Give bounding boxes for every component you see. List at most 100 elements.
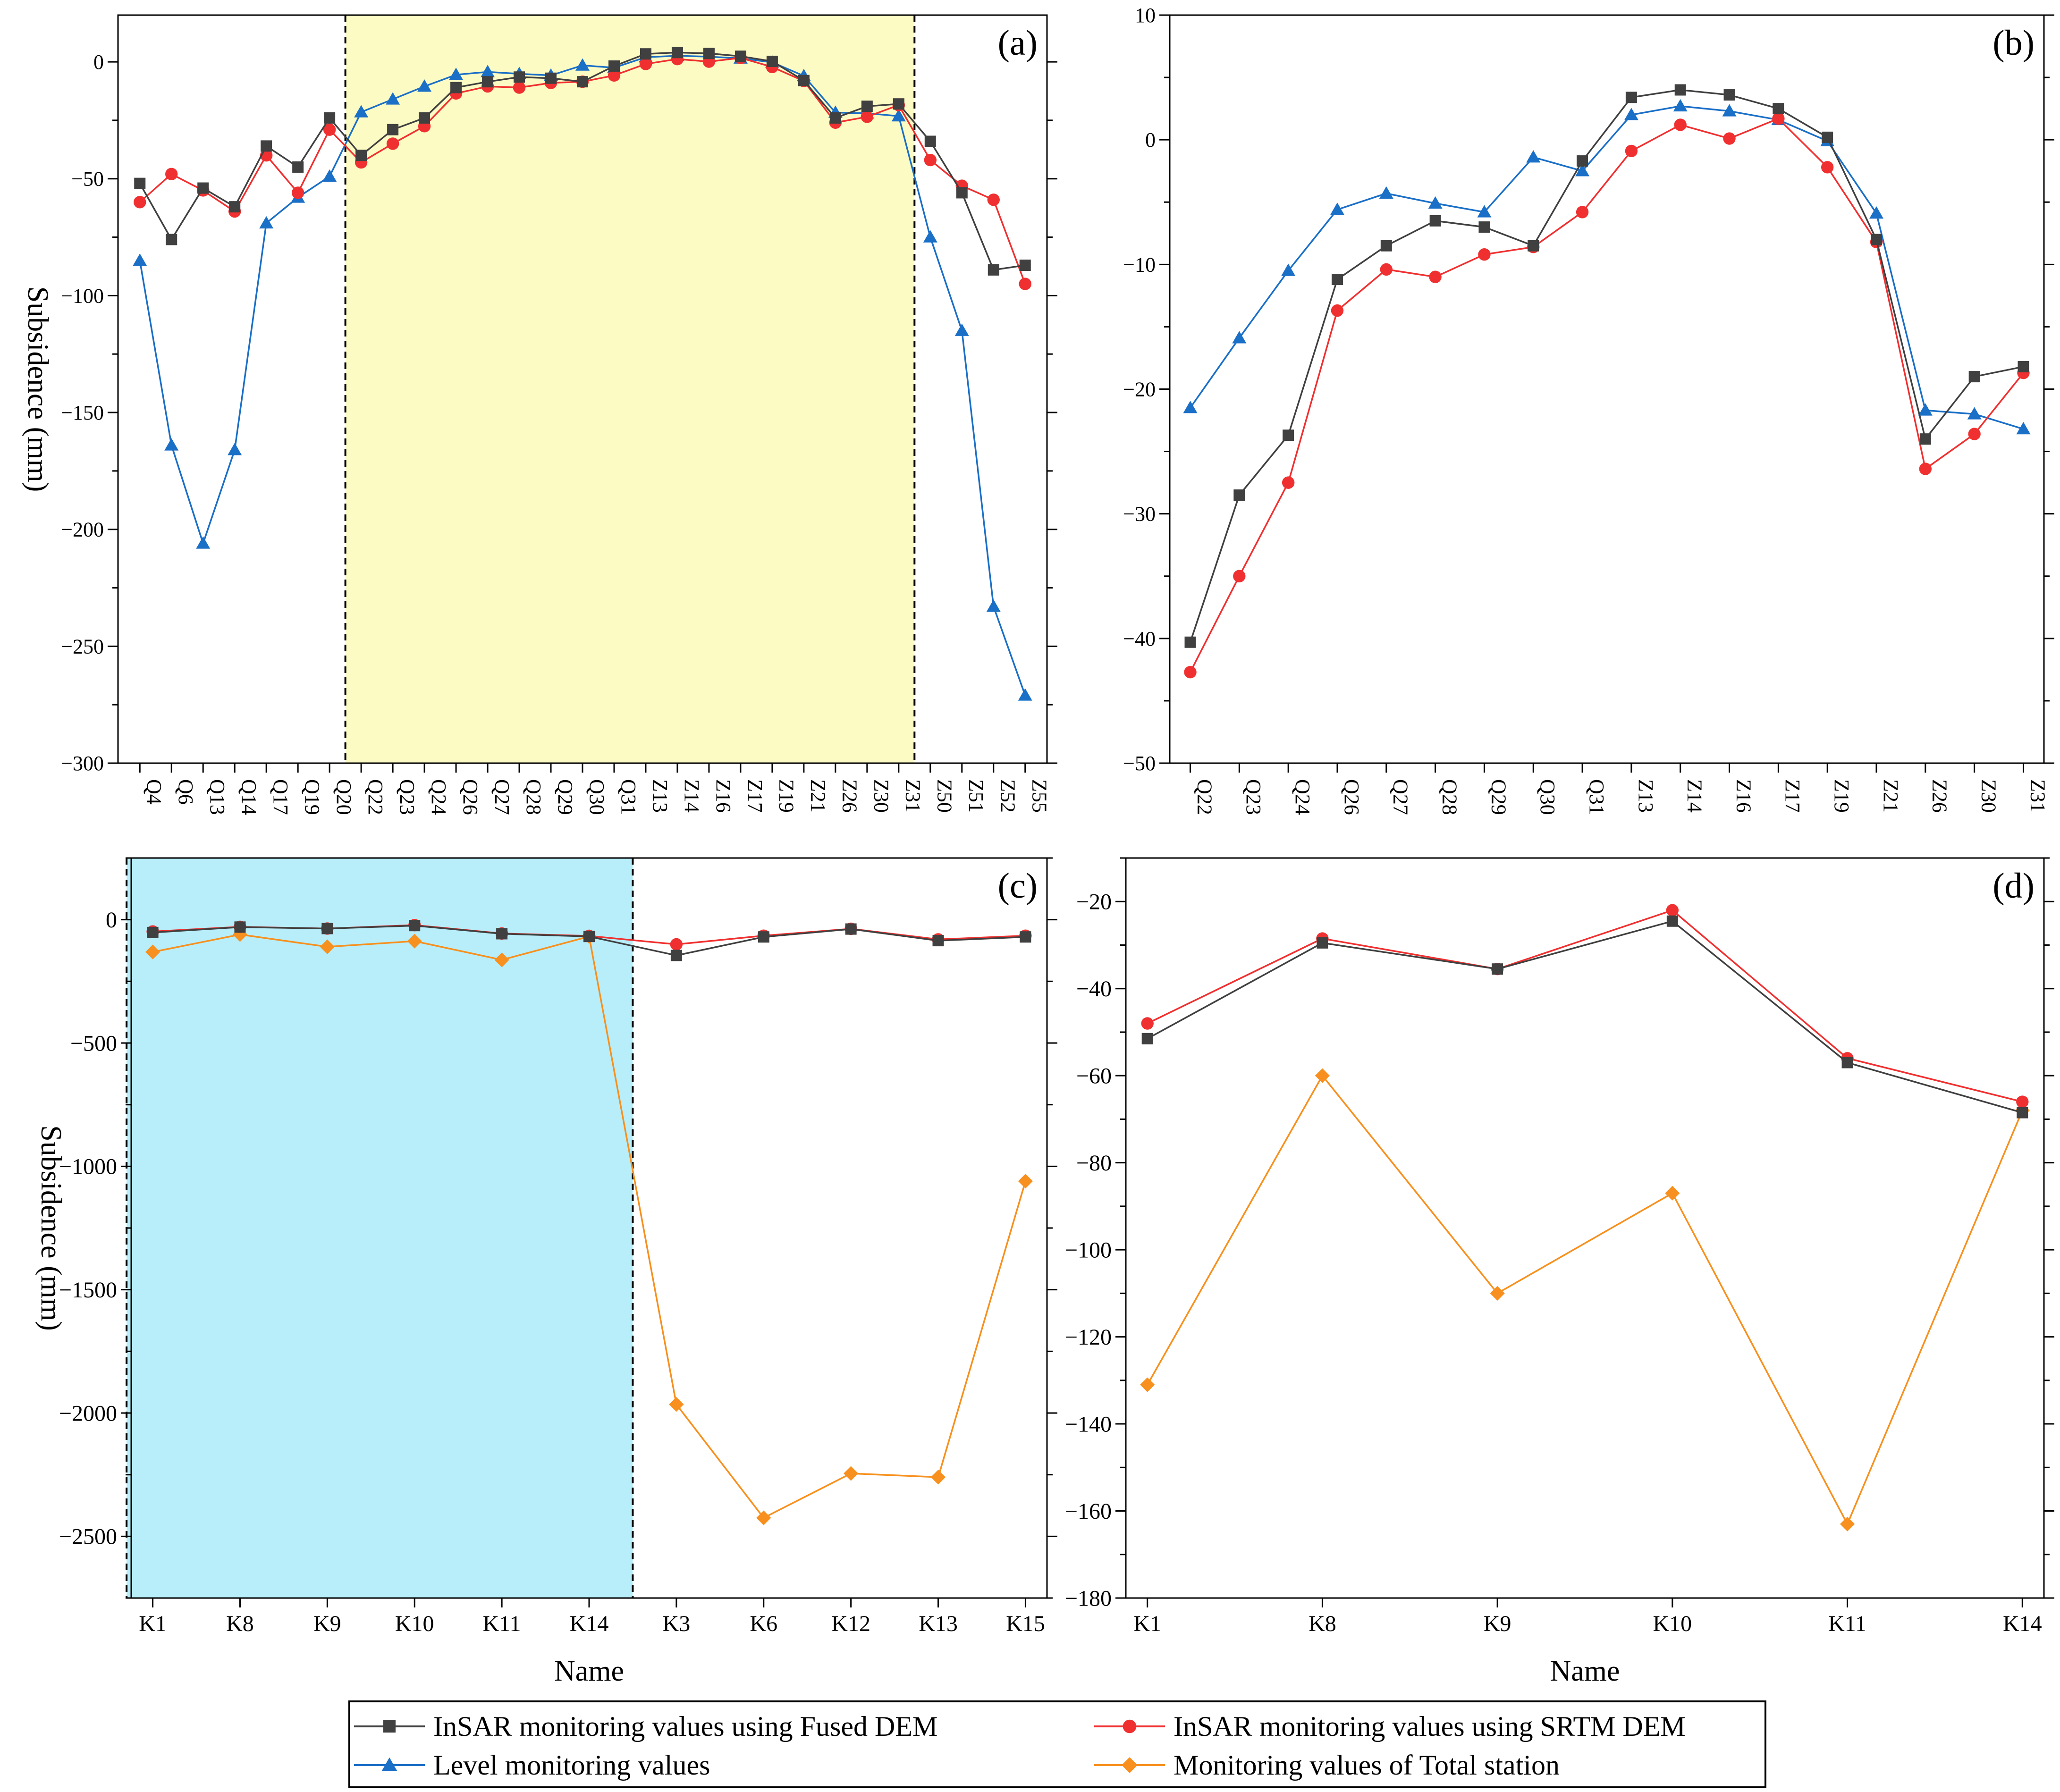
data-point-fused: [321, 923, 333, 934]
x-tick-label: Z16: [712, 779, 735, 813]
x-tick-label: Q22: [364, 779, 387, 815]
data-point-fused: [1919, 433, 1931, 445]
data-point-srtm: [2016, 1095, 2029, 1108]
x-tick-label: Z50: [933, 779, 956, 813]
data-point-fused: [1625, 92, 1637, 103]
x-tick-label: Q4: [143, 779, 166, 805]
x-tick-label: Q24: [427, 779, 450, 815]
y-tick-label: −100: [61, 284, 104, 307]
y-tick-label: −50: [1123, 752, 1156, 775]
data-point-fused: [1492, 963, 1503, 975]
legend-marker-total: [1122, 1757, 1138, 1773]
series-fused: [147, 920, 1031, 961]
data-point-fused: [1666, 915, 1678, 927]
data-point-fused: [1528, 240, 1539, 252]
data-point-level: [1673, 99, 1688, 112]
data-point-srtm: [1674, 118, 1687, 131]
series-srtm: [1141, 904, 2029, 1108]
data-point-fused: [1674, 84, 1686, 96]
x-tick-label: Q30: [1536, 779, 1559, 815]
data-point-total: [1140, 1377, 1155, 1392]
data-point-level: [164, 438, 179, 451]
data-point-srtm: [987, 194, 1000, 206]
x-tick-label: Q20: [332, 779, 355, 815]
y-tick-label: −100: [1065, 1237, 1112, 1262]
x-tick-label: Q17: [269, 779, 292, 815]
data-point-fused: [988, 264, 999, 276]
legend-marker-fused: [383, 1720, 396, 1733]
data-point-total: [930, 1470, 946, 1485]
x-tick-label: K11: [483, 1611, 521, 1636]
data-point-level: [1575, 164, 1590, 177]
data-point-fused: [2017, 1107, 2028, 1119]
legend-marker-srtm: [1123, 1719, 1137, 1733]
x-tick-label: K13: [919, 1611, 958, 1636]
data-point-total: [1315, 1068, 1330, 1083]
data-point-total: [756, 1510, 771, 1525]
x-tick-label: K6: [750, 1611, 777, 1636]
series-level: [1183, 99, 2031, 435]
data-point-srtm: [1141, 1017, 1154, 1030]
x-tick-label: Q23: [396, 779, 419, 815]
plot-frame: [1125, 857, 2045, 1599]
data-point-fused: [1184, 636, 1196, 648]
y-tick-label: −250: [61, 635, 104, 658]
y-tick-label: −10: [1123, 253, 1156, 276]
legend-entry-fused: InSAR monitoring values using Fused DEM: [354, 1711, 937, 1742]
data-point-fused: [545, 72, 557, 84]
y-tick-label: −150: [61, 401, 104, 424]
data-point-srtm: [924, 153, 937, 167]
data-point-srtm: [1625, 144, 1638, 158]
highlight-region: [345, 15, 915, 763]
data-point-level: [1281, 263, 1296, 276]
data-point-fused: [261, 140, 272, 152]
data-point-level: [1526, 150, 1541, 163]
data-point-level: [481, 65, 495, 77]
x-tick-label: K8: [1309, 1611, 1336, 1636]
data-point-total: [1665, 1186, 1680, 1201]
data-point-fused: [324, 112, 336, 124]
legend-marker-level: [381, 1757, 397, 1771]
x-tick-label: Z21: [1879, 779, 1902, 813]
data-point-fused: [640, 48, 651, 60]
data-point-level: [322, 169, 337, 182]
legend-label-srtm: InSAR monitoring values using SRTM DEM: [1174, 1711, 1686, 1742]
data-point-level: [1232, 331, 1247, 344]
data-point-fused: [1141, 1033, 1153, 1044]
data-point-srtm: [291, 186, 304, 199]
data-point-srtm: [1478, 248, 1491, 261]
data-point-fused: [583, 931, 595, 942]
x-tick-label: Z13: [649, 779, 672, 813]
x-tick-label: Q26: [459, 779, 482, 815]
data-point-level: [1722, 104, 1737, 117]
x-tick-label: Q13: [206, 779, 229, 815]
panel-label: (d): [1992, 866, 2035, 906]
data-point-total: [1490, 1286, 1505, 1301]
x-tick-label: Z19: [1830, 779, 1853, 813]
data-point-fused: [197, 182, 209, 194]
data-point-srtm: [1282, 476, 1295, 489]
data-point-fused: [924, 135, 936, 147]
x-tick-label: Z16: [1732, 779, 1755, 813]
data-point-fused: [671, 47, 683, 59]
data-point-fused: [608, 60, 620, 72]
panel-c: 0 −500 −1000 −1500 −2000 −2500 K1 K8 K9 K10 K11 K14…: [35, 857, 1057, 1687]
x-axis-label: Name: [554, 1655, 624, 1687]
data-point-fused: [1871, 234, 1883, 245]
y-tick-label: −2500: [59, 1524, 117, 1549]
data-point-fused: [514, 71, 525, 83]
data-point-fused: [229, 201, 241, 213]
y-tick-label: −20: [1076, 890, 1112, 915]
y-tick-label: −40: [1076, 976, 1112, 1001]
x-tick-label: Q28: [522, 779, 545, 815]
data-point-fused: [845, 923, 857, 935]
x-tick-label: Z13: [1634, 779, 1657, 813]
data-point-fused: [861, 101, 873, 112]
y-tick-label: 10: [1135, 4, 1156, 27]
data-point-fused: [956, 187, 968, 199]
data-point-fused: [1968, 371, 1980, 383]
x-tick-label: Q31: [1585, 779, 1608, 815]
y-tick-label: −160: [1065, 1499, 1112, 1524]
data-point-srtm: [639, 58, 652, 70]
x-tick-label: Q23: [1242, 779, 1265, 815]
